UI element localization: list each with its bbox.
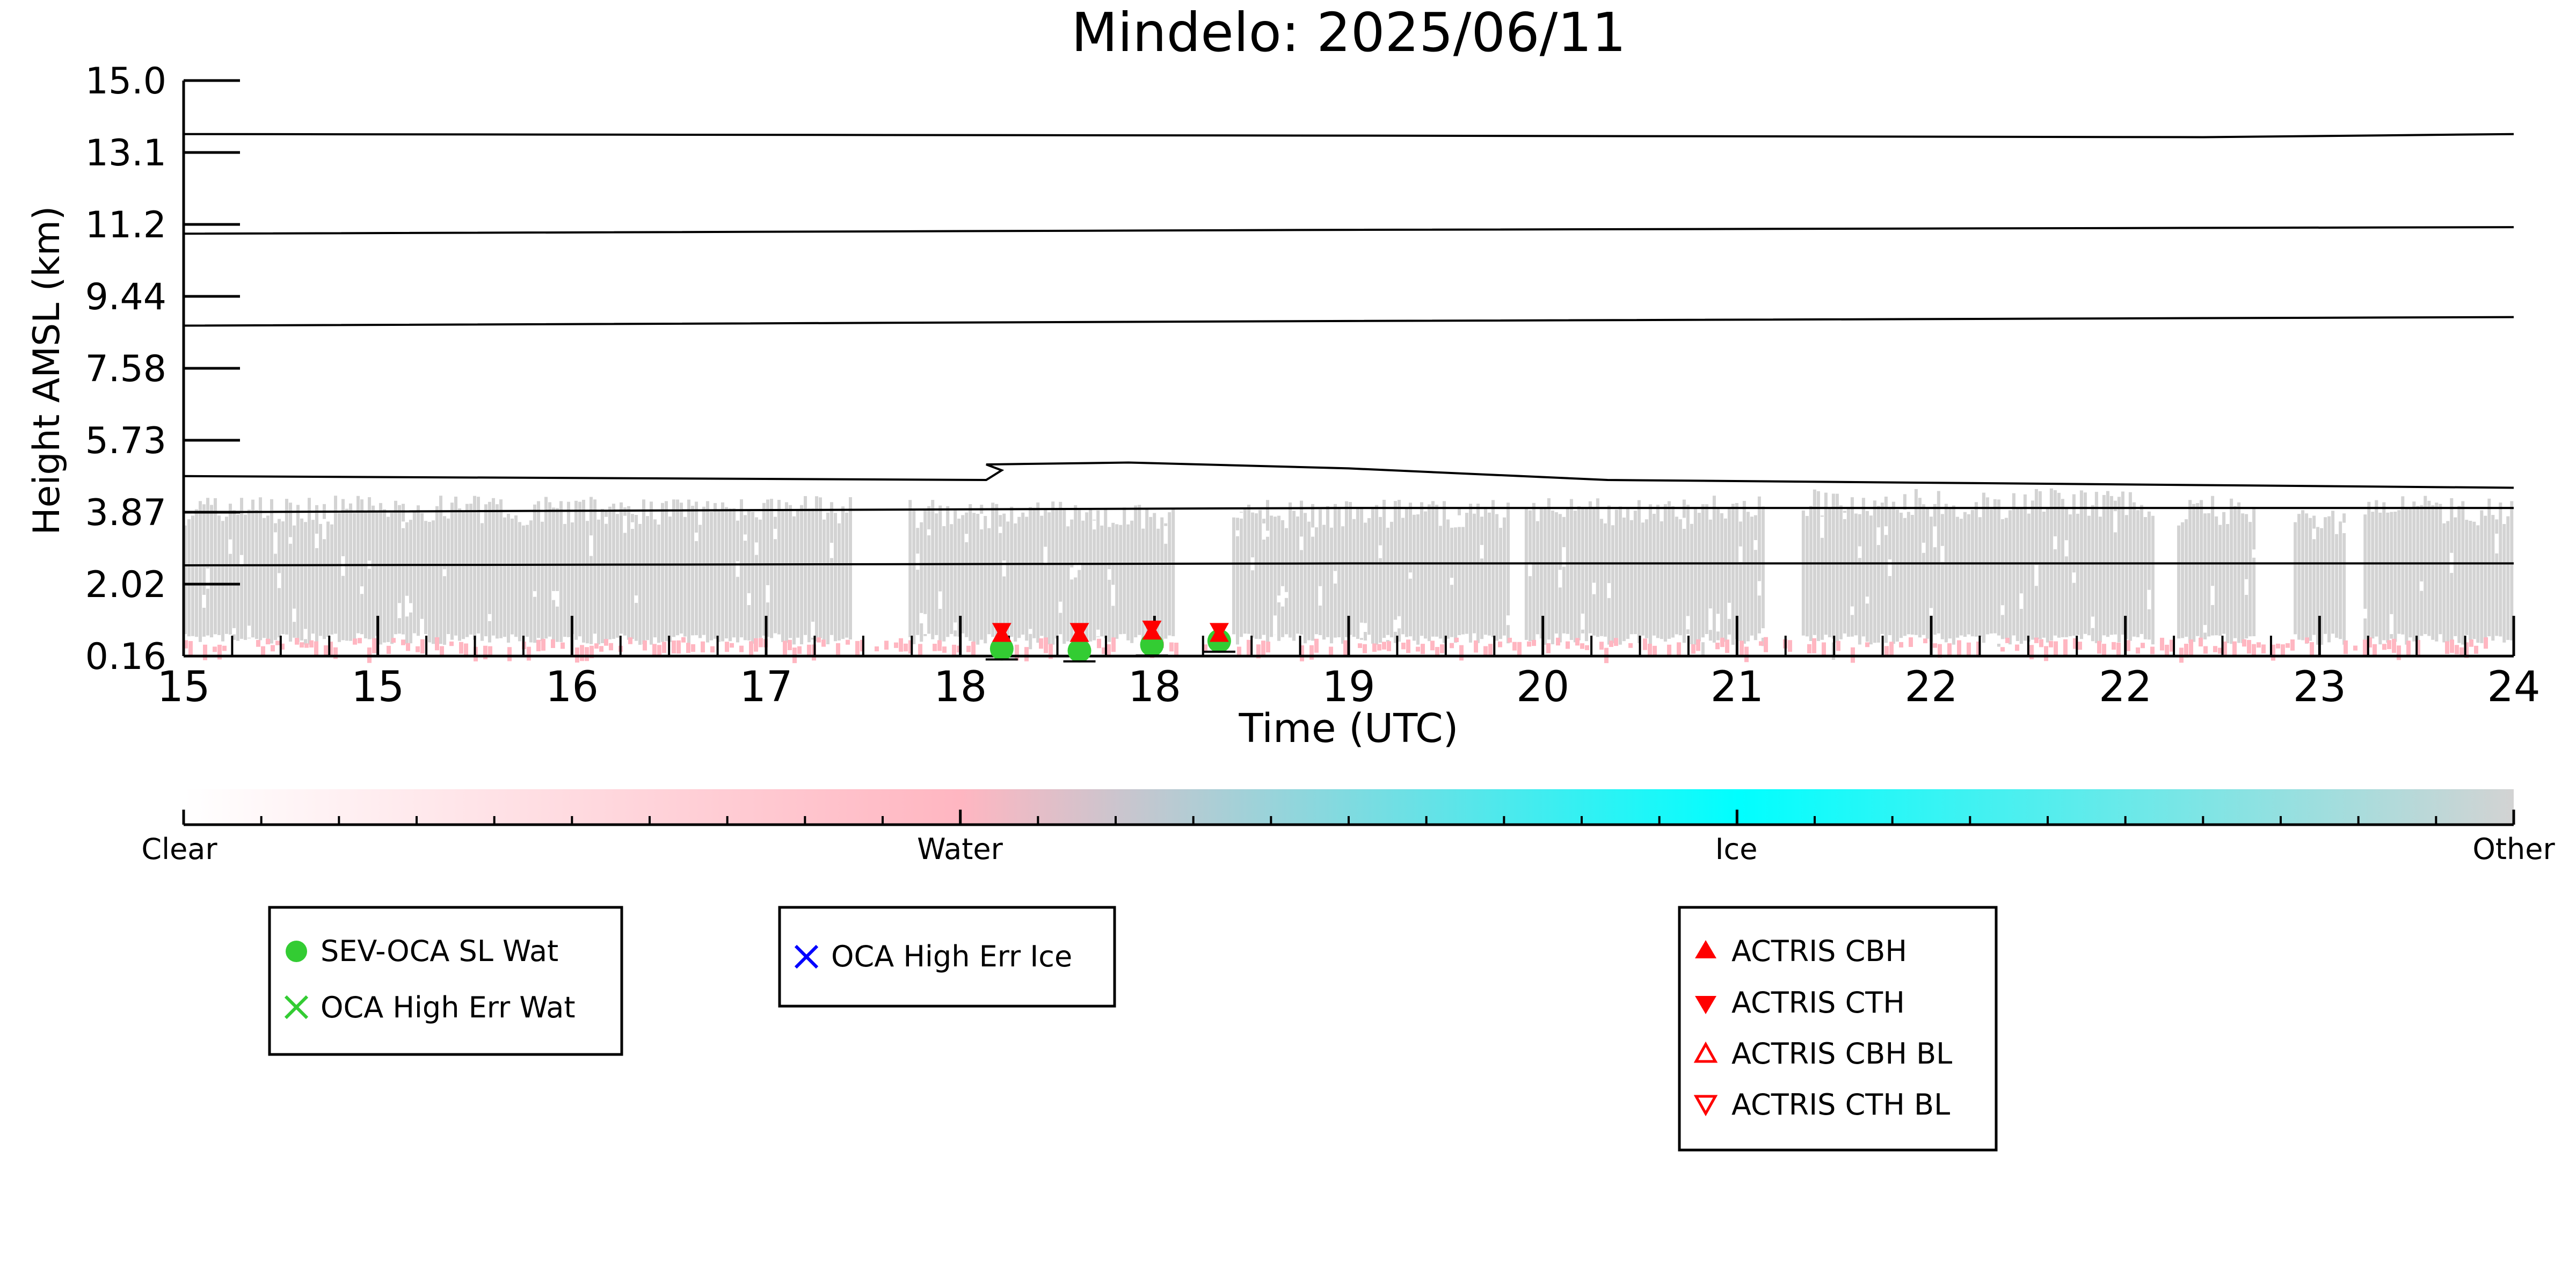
x-tick-label: 18: [1128, 663, 1181, 711]
legend-label-oca-high-err-ice: OCA High Err Ice: [831, 940, 1072, 973]
marker-actris-cth: [1142, 620, 1162, 638]
y-tick-label: 11.2: [85, 204, 166, 246]
y-tick-label: 7.58: [85, 348, 166, 390]
contour-lines: [183, 133, 2514, 566]
x-tick-label: 19: [1322, 663, 1375, 711]
legend-label-sev-oca-sl-wat: SEV-OCA SL Wat: [321, 934, 558, 968]
x-tick-label: 22: [2099, 663, 2152, 711]
marker-actris-cth: [1069, 623, 1089, 641]
x-axis-label: Time (UTC): [1238, 705, 1458, 752]
legend-water-frame: [268, 906, 623, 1056]
legend-marker-sev-oca-sl-wat: [286, 941, 307, 962]
colorbar-label-other: Other: [2472, 832, 2555, 866]
y-tick-label: 0.16: [85, 636, 166, 678]
cloud-mask-segment-0: [184, 496, 852, 645]
x-tick-label: 21: [1711, 663, 1764, 711]
colorbar-label-ice: Ice: [1715, 832, 1758, 866]
legend-label-oca-high-err-wat: OCA High Err Wat: [321, 991, 576, 1024]
cloud-mask-segment-1: [908, 500, 1175, 653]
marker-actris-cth: [1209, 623, 1229, 641]
legend-actris: ACTRIS CBH ACTRIS CTH ACTRIS CBH BL ACTR…: [1678, 906, 1998, 1152]
contour-line-0: [183, 133, 2514, 139]
contour-line-3: [183, 461, 2514, 489]
legend-marker-oca-high-err-ice: [794, 944, 819, 969]
y-tick-label: 2.02: [85, 564, 166, 606]
cloud-mask-segment-2: [1232, 499, 1510, 645]
water-layer: [184, 637, 2488, 664]
markers: [985, 620, 1235, 663]
colorbar-label-water: Water: [917, 832, 1003, 866]
y-tick-label: 9.44: [85, 276, 166, 318]
legend-marker-actris-cbh: [1695, 940, 1716, 958]
cloud-mask-layer: [184, 488, 2514, 660]
cloud-mask-segment-6: [2294, 510, 2346, 645]
x-tick-label: 22: [1904, 663, 1958, 711]
contour-line-2: [183, 316, 2514, 327]
legend-marker-actris-cth: [1695, 996, 1716, 1014]
cloud-mask-segment-4: [1801, 488, 2155, 660]
x-tick-label: 23: [2293, 663, 2346, 711]
y-tick-label: 15.0: [85, 60, 166, 103]
legend-ice-frame: [778, 906, 1116, 1008]
marker-sev-oca-sl-wat: [989, 637, 1014, 661]
x-tick-label: 15: [157, 663, 210, 711]
cloud-mask-segment-7: [2363, 496, 2514, 645]
colorbar: Clear Water Ice Other: [141, 789, 2555, 866]
contour-line-5: [183, 562, 2514, 566]
x-tick-label: 17: [739, 663, 792, 711]
x-tick-label: 18: [934, 663, 987, 711]
legend-marker-actris-cth-bl: [1693, 1095, 1718, 1117]
legend-marker-actris-cbh-bl: [1693, 1041, 1718, 1063]
x-tick-label: 24: [2487, 663, 2540, 711]
y-axis-label: Height AMSL (km): [26, 206, 68, 535]
cloud-mask-segment-3: [1524, 496, 1765, 656]
y-tick-label: 5.73: [85, 420, 166, 462]
x-tick-label: 20: [1516, 663, 1569, 711]
legend-label-actris-cbh-bl: ACTRIS CBH BL: [1731, 1037, 1952, 1071]
colorbar-ticks: [182, 810, 2515, 826]
contour-line-4: [183, 507, 2514, 513]
colorbar-label-clear: Clear: [141, 832, 217, 866]
cloud-mask-segment-5: [2177, 496, 2256, 645]
marker-sev-oca-sl-wat: [1067, 638, 1091, 663]
contour-line-1: [183, 226, 2514, 235]
chart-title: Mindelo: 2025/06/11: [1071, 1, 1626, 64]
legend-water: SEV-OCA SL Wat OCA High Err Wat: [268, 906, 623, 1056]
water-class-pixels: [184, 637, 2488, 664]
x-tick-label: 16: [545, 663, 599, 711]
legend-label-actris-cth-bl: ACTRIS CTH BL: [1731, 1088, 1950, 1122]
legend-ice: OCA High Err Ice: [778, 906, 1116, 1008]
y-tick-label: 3.87: [85, 492, 166, 534]
legend-label-actris-cbh: ACTRIS CBH: [1731, 934, 1907, 968]
x-tick-label: 15: [351, 663, 404, 711]
legend-label-actris-cth: ACTRIS CTH: [1731, 986, 1905, 1020]
legend-marker-oca-high-err-wat: [284, 995, 309, 1020]
marker-actris-cth: [992, 623, 1012, 641]
legend-actris-frame: [1678, 906, 1998, 1152]
y-tick-label: 13.1: [85, 132, 166, 174]
